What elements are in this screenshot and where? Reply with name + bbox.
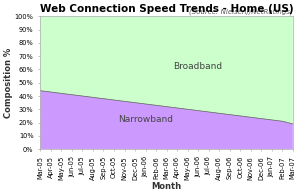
Title: Web Connection Speed Trends - Home (US): Web Connection Speed Trends - Home (US) — [40, 4, 293, 14]
X-axis label: Month: Month — [152, 182, 182, 191]
Text: Broadband: Broadband — [174, 62, 223, 71]
Text: (Source: Nielsen//NetRatings): (Source: Nielsen//NetRatings) — [189, 8, 293, 15]
Text: Narrowband: Narrowband — [118, 115, 173, 124]
Y-axis label: Composition %: Composition % — [4, 48, 13, 118]
